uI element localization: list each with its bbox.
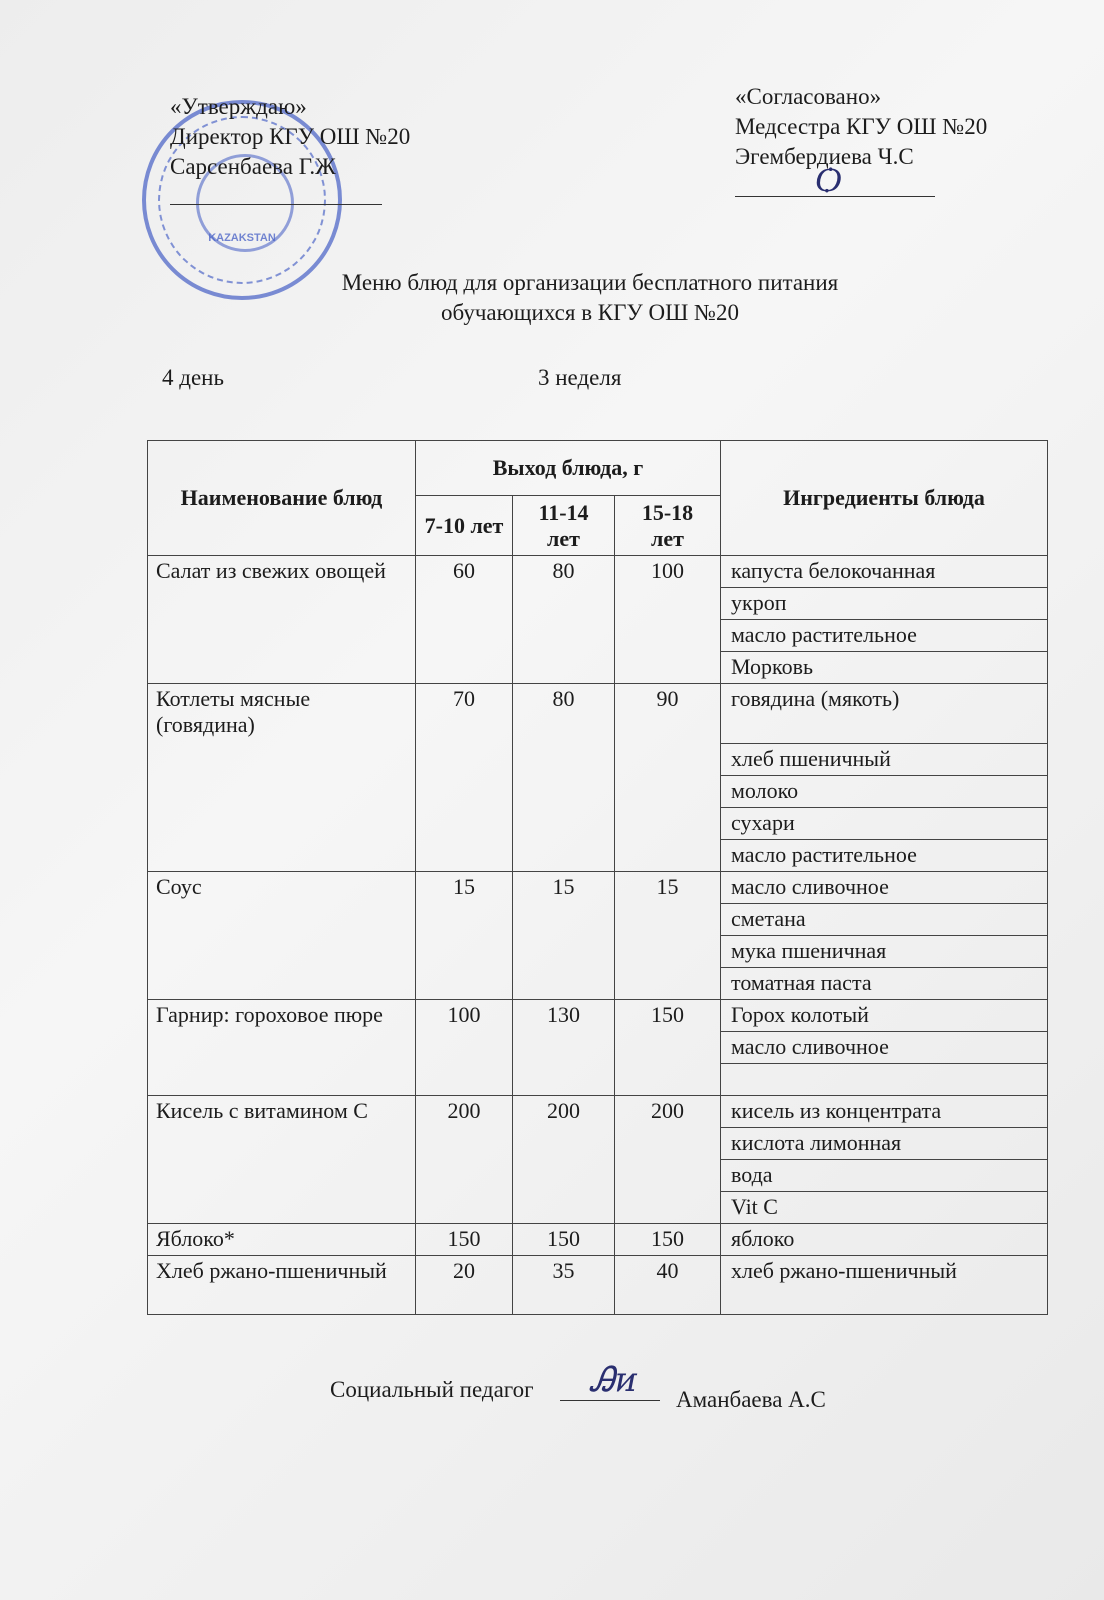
ingredient: капуста белокочанная (720, 555, 1048, 588)
ingredient: говядина (мякоть) (720, 683, 1048, 744)
dish-output-value: 150 (614, 1223, 721, 1256)
footer-signature: Ꭿᴎ (590, 1360, 638, 1400)
header-age-15-18: 15-18 лет (614, 495, 721, 556)
signature-medsister: Ѻ (815, 160, 842, 200)
dish-name: Хлеб ржано-пшеничный (147, 1255, 416, 1315)
ingredient (720, 1063, 1048, 1096)
document-title: Меню блюд для организации бесплатного пи… (280, 268, 900, 328)
ingredient: Морковь (720, 651, 1048, 684)
stamp-text: KAZAKSTAN (208, 232, 276, 244)
footer-signature-line (560, 1400, 660, 1401)
official-stamp: KAZAKSTAN (142, 100, 342, 300)
dish-output-value: 80 (512, 683, 615, 872)
dish-output-value: 90 (614, 683, 721, 872)
table-row: сухари (148, 807, 1048, 840)
dish-name: Яблоко* (147, 1223, 416, 1256)
ingredient: хлеб ржано-пшеничный (720, 1255, 1048, 1315)
dish-output-value: 20 (415, 1255, 513, 1315)
title-line-2: обучающихся в КГУ ОШ №20 (441, 300, 739, 325)
day-label: 4 день (162, 365, 224, 390)
ingredient: Vit C (720, 1191, 1048, 1224)
dish-output-value: 200 (512, 1095, 615, 1224)
ingredient: сухари (720, 807, 1048, 840)
table-row: укроп (148, 587, 1048, 620)
table-row: Кисель с витамином С 200 200 200 кисель из к… (147, 1095, 1048, 1224)
dish-output-value: 70 (415, 683, 513, 872)
table-row: Салат из свежих овощей 60 80 100 капуста бел… (147, 555, 1048, 684)
dish-output-value: 15 (415, 871, 513, 1000)
header-name: Наименование блюд (147, 440, 416, 556)
dish-name: Гарнир: гороховое пюре (147, 999, 416, 1096)
table-row: Котлеты мясные (говядина) 70 80 90 говядина … (147, 683, 1048, 872)
ingredient: масло сливочное (720, 1031, 1048, 1064)
table-row: вода (148, 1159, 1048, 1192)
week-label: 3 неделя (538, 365, 622, 390)
approval-left-label: «Утверждаю» (170, 94, 307, 119)
ingredient: мука пшеничная (720, 935, 1048, 968)
table-row: Хлеб ржано-пшеничный 20 35 40 хлеб ржано-пше… (147, 1255, 1048, 1315)
ingredient: масло растительное (720, 619, 1048, 652)
header-age-7-10: 7-10 лет (415, 495, 513, 556)
table-row: хлеб пшеничный (148, 743, 1048, 776)
table-row: молоко (148, 775, 1048, 808)
approval-left-person: Сарсенбаева Г.Ж (170, 154, 336, 179)
signature-line-right (735, 196, 935, 197)
ingredient: яблоко (720, 1223, 1048, 1256)
ingredient: кисель из концентрата (720, 1095, 1048, 1128)
ingredient: Горох колотый (720, 999, 1048, 1032)
approval-right-label: «Согласовано» (735, 84, 882, 109)
dish-output-value: 200 (614, 1095, 721, 1224)
ingredient: кислота лимонная (720, 1127, 1048, 1160)
dish-output-value: 100 (614, 555, 721, 684)
approval-left-position: Директор КГУ ОШ №20 (170, 124, 411, 149)
approval-left: «Утверждаю» Директор КГУ ОШ №20 Сарсенба… (170, 92, 410, 182)
footer-name: Аманбаева А.С (676, 1387, 826, 1412)
dish-output-value: 80 (512, 555, 615, 684)
signature-line-left (170, 204, 382, 205)
ingredient: укроп (720, 587, 1048, 620)
dish-output-value: 100 (415, 999, 513, 1096)
dish-output-value: 130 (512, 999, 615, 1096)
table-row: кислота лимонная (148, 1127, 1048, 1160)
header-output: Выход блюда, г (415, 440, 721, 496)
dish-output-value: 200 (415, 1095, 513, 1224)
dish-output-value: 150 (415, 1223, 513, 1256)
table-row: Соус 15 15 15 масло сливочное (147, 871, 1048, 1000)
approval-right-person: Эгембердиева Ч.С (735, 144, 914, 169)
footer-role: Социальный педагог (330, 1377, 534, 1402)
ingredient: сметана (720, 903, 1048, 936)
table-row: Морковь (148, 651, 1048, 684)
table-row: Яблоко* 150 150 150 яблоко (147, 1223, 1048, 1256)
dish-output-value: 35 (512, 1255, 615, 1315)
table-row: мука пшеничная (148, 935, 1048, 968)
table-row: масло сливочное (148, 1031, 1048, 1064)
ingredient: томатная паста (720, 967, 1048, 1000)
table-row: Гарнир: гороховое пюре 100 130 150 Горох кол… (147, 999, 1048, 1096)
dish-output-value: 150 (512, 1223, 615, 1256)
dish-output-value: 150 (614, 999, 721, 1096)
dish-output-value: 60 (415, 555, 513, 684)
ingredient: вода (720, 1159, 1048, 1192)
dish-output-value: 15 (614, 871, 721, 1000)
header-age-11-14: 11-14 лет (512, 495, 615, 556)
approval-right: «Согласовано» Медсестра КГУ ОШ №20 Эгемб… (735, 82, 987, 172)
ingredient: масло сливочное (720, 871, 1048, 904)
ingredient: молоко (720, 775, 1048, 808)
header-ingredients: Ингредиенты блюда (720, 440, 1048, 556)
ingredient: масло растительное (720, 839, 1048, 872)
dish-output-value: 40 (614, 1255, 721, 1315)
table-row (148, 1063, 1048, 1096)
dish-output-value: 15 (512, 871, 615, 1000)
dish-name: Кисель с витамином С (147, 1095, 416, 1224)
dish-name: Котлеты мясные (говядина) (147, 683, 416, 872)
dish-name: Салат из свежих овощей (147, 555, 416, 684)
menu-table: Наименование блюд Выход блюда, г Ингреди… (147, 440, 1048, 1315)
ingredient: хлеб пшеничный (720, 743, 1048, 776)
title-line-1: Меню блюд для организации бесплатного пи… (341, 270, 839, 295)
approval-right-position: Медсестра КГУ ОШ №20 (735, 114, 988, 139)
dish-name: Соус (147, 871, 416, 1000)
table-row: сметана (148, 903, 1048, 936)
